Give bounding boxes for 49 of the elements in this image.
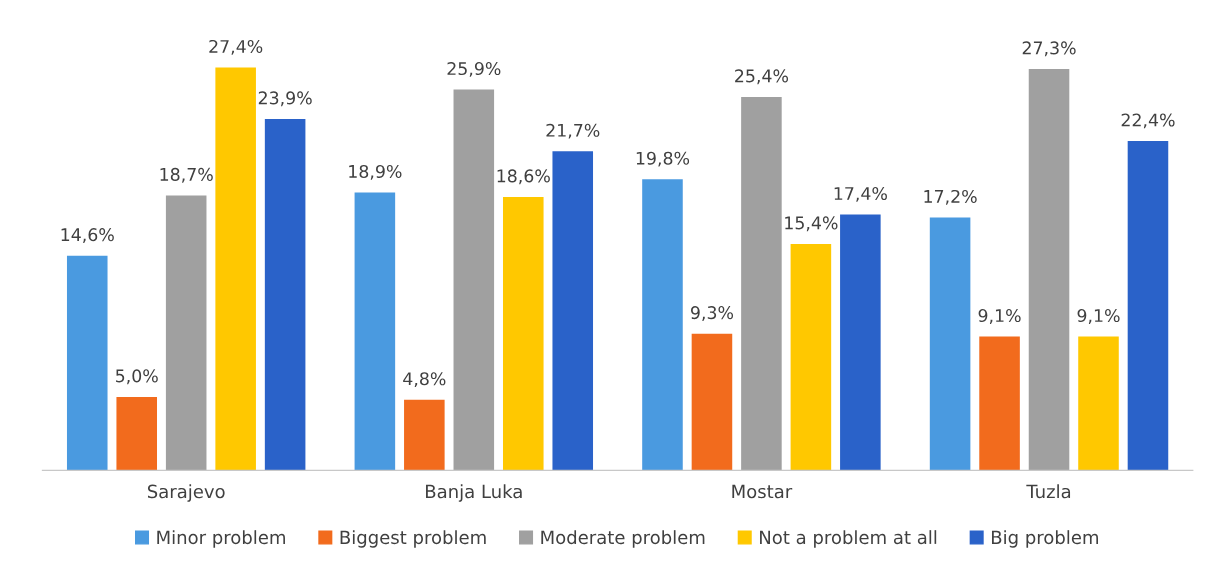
data-label: 18,7% [160,167,213,183]
data-label: 4,8% [403,372,446,388]
x-tick-label: Sarajevo [147,484,225,502]
data-label: 18,9% [349,164,402,180]
bar [552,151,594,471]
data-label: 14,6% [61,228,114,244]
bar [790,243,832,471]
data-label: 25,4% [735,69,789,85]
data-label: 9,1% [1077,308,1120,324]
data-label: 9,3% [690,306,734,321]
bar [354,192,396,471]
data-label: 27,3% [1022,41,1076,57]
bar [66,255,108,471]
data-label: 15,4% [785,216,838,232]
bar [502,196,544,471]
bar [215,67,256,471]
bar [404,399,445,471]
data-label: 18,6% [497,169,550,185]
data-label: 17,2% [924,189,977,205]
x-tick-label: Tuzla [1026,484,1071,499]
data-label: 5,0% [116,369,158,385]
data-label: 21,7% [546,123,600,139]
bar [1078,336,1119,471]
bar [165,195,207,471]
bar [840,214,881,471]
bar [1127,141,1169,471]
data-label: 27,4% [209,39,263,55]
legend-label: Big problem [991,530,1098,548]
x-tick-label: Banja Luka [426,484,522,502]
bar [691,333,733,471]
bar [979,336,1020,471]
bar [116,396,157,471]
bar [929,217,971,471]
legend-label: Minor problem [157,530,285,548]
data-label: 17,4% [834,186,887,202]
legend-label: Not a problem at all [760,530,937,548]
data-label: 23,9% [258,91,312,107]
bar [741,96,782,471]
x-tick-label: Mostar [732,484,793,499]
bar [642,179,683,471]
data-label: 19,8% [636,151,690,167]
bar [453,89,495,471]
data-label: 22,4% [1121,113,1175,129]
data-label: 9,1% [978,308,1021,324]
data-label: 25,9% [447,61,501,77]
bar [1028,68,1070,471]
legend-label: Biggest problem [340,530,486,548]
legend-label: Moderate problem [541,530,705,548]
bar [264,118,306,471]
